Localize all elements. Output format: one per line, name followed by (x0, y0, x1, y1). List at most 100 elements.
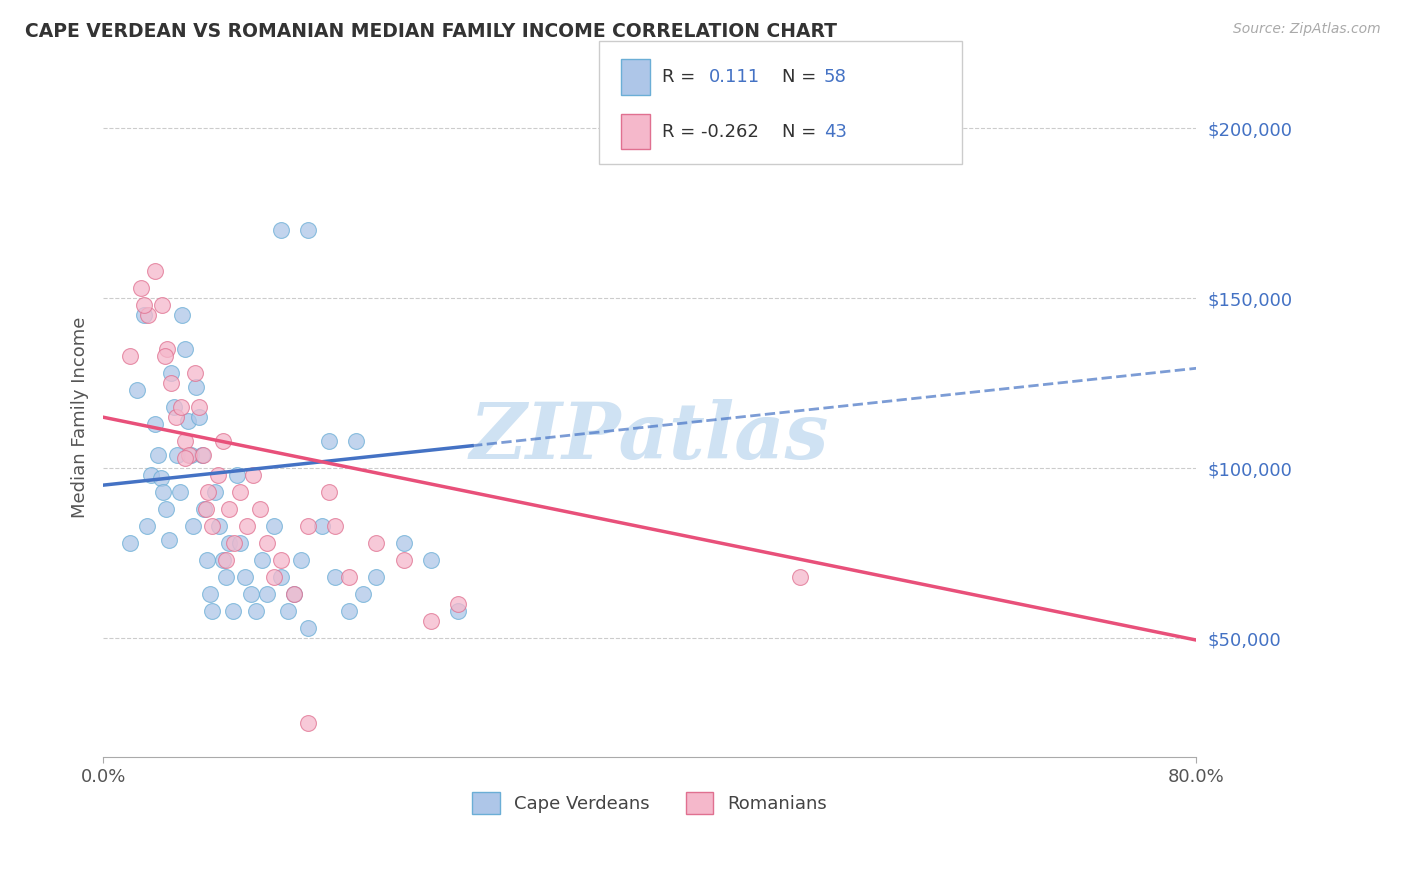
Point (212, 553, 235, 567)
Point (233, 570, 256, 584)
Point (174, 450, 197, 465)
Point (311, 519, 333, 533)
Point (215, 553, 238, 567)
Point (229, 485, 252, 500)
Point (263, 570, 285, 584)
Point (160, 366, 183, 380)
Point (204, 485, 226, 500)
Point (239, 587, 262, 601)
Point (250, 553, 273, 567)
Point (392, 553, 415, 567)
Point (120, 349, 142, 363)
Point (224, 536, 246, 550)
Point (187, 400, 209, 414)
Point (318, 434, 340, 448)
Point (174, 434, 197, 448)
Point (165, 410, 187, 425)
Text: 0.111: 0.111 (709, 68, 759, 86)
Point (183, 366, 205, 380)
Point (420, 553, 443, 567)
Point (201, 604, 224, 618)
Point (155, 502, 177, 516)
Point (212, 434, 235, 448)
Point (337, 570, 360, 584)
Point (169, 485, 191, 500)
Point (447, 597, 470, 611)
Y-axis label: Median Family Income: Median Family Income (72, 317, 89, 518)
Point (290, 553, 312, 567)
Text: N =: N = (782, 122, 815, 141)
Point (283, 587, 305, 601)
Point (191, 448, 214, 462)
Point (277, 604, 299, 618)
Text: N =: N = (782, 68, 815, 86)
Point (149, 471, 172, 485)
Point (184, 379, 207, 393)
Point (198, 587, 221, 601)
Text: ZIPatlas: ZIPatlas (470, 400, 830, 475)
Point (143, 264, 166, 278)
Point (150, 298, 173, 312)
Point (166, 448, 188, 462)
Text: R = -0.262: R = -0.262 (662, 122, 759, 141)
Point (352, 587, 374, 601)
Point (447, 604, 470, 618)
Point (146, 448, 169, 462)
Point (420, 614, 443, 628)
Point (152, 485, 174, 500)
Point (218, 502, 240, 516)
Point (163, 400, 186, 414)
Point (297, 223, 319, 237)
Text: 58: 58 (824, 68, 846, 86)
Point (177, 414, 200, 428)
Point (242, 467, 264, 482)
Point (194, 502, 217, 516)
Point (170, 400, 193, 414)
Point (245, 604, 267, 618)
Point (297, 621, 319, 635)
Point (270, 570, 292, 584)
Point (135, 519, 157, 533)
Point (789, 570, 811, 584)
Point (226, 467, 249, 482)
Point (366, 570, 388, 584)
Text: R =: R = (662, 68, 696, 86)
Point (283, 587, 305, 601)
Point (256, 587, 278, 601)
Point (325, 570, 347, 584)
Point (179, 448, 201, 462)
Point (208, 519, 231, 533)
Point (174, 343, 197, 357)
Point (193, 502, 215, 516)
Text: CAPE VERDEAN VS ROMANIAN MEDIAN FAMILY INCOME CORRELATION CHART: CAPE VERDEAN VS ROMANIAN MEDIAN FAMILY I… (25, 22, 838, 41)
Point (187, 410, 209, 425)
Point (156, 343, 179, 357)
Point (195, 553, 218, 567)
Point (143, 417, 166, 431)
Point (131, 281, 153, 295)
Point (229, 536, 252, 550)
Point (172, 308, 194, 322)
Point (127, 383, 149, 397)
Point (222, 604, 245, 618)
Point (297, 716, 319, 731)
Point (270, 223, 292, 237)
Point (297, 519, 319, 533)
Point (337, 604, 360, 618)
Point (134, 308, 156, 322)
Text: Source: ZipAtlas.com: Source: ZipAtlas.com (1233, 22, 1381, 37)
Point (136, 308, 159, 322)
Point (263, 519, 285, 533)
Point (366, 536, 388, 550)
Point (318, 485, 340, 500)
Point (249, 502, 271, 516)
Point (134, 298, 156, 312)
Point (256, 536, 278, 550)
Point (160, 376, 183, 391)
Point (218, 536, 240, 550)
Point (139, 467, 162, 482)
Point (207, 467, 229, 482)
Point (190, 448, 212, 462)
Point (215, 570, 238, 584)
Point (197, 485, 219, 500)
